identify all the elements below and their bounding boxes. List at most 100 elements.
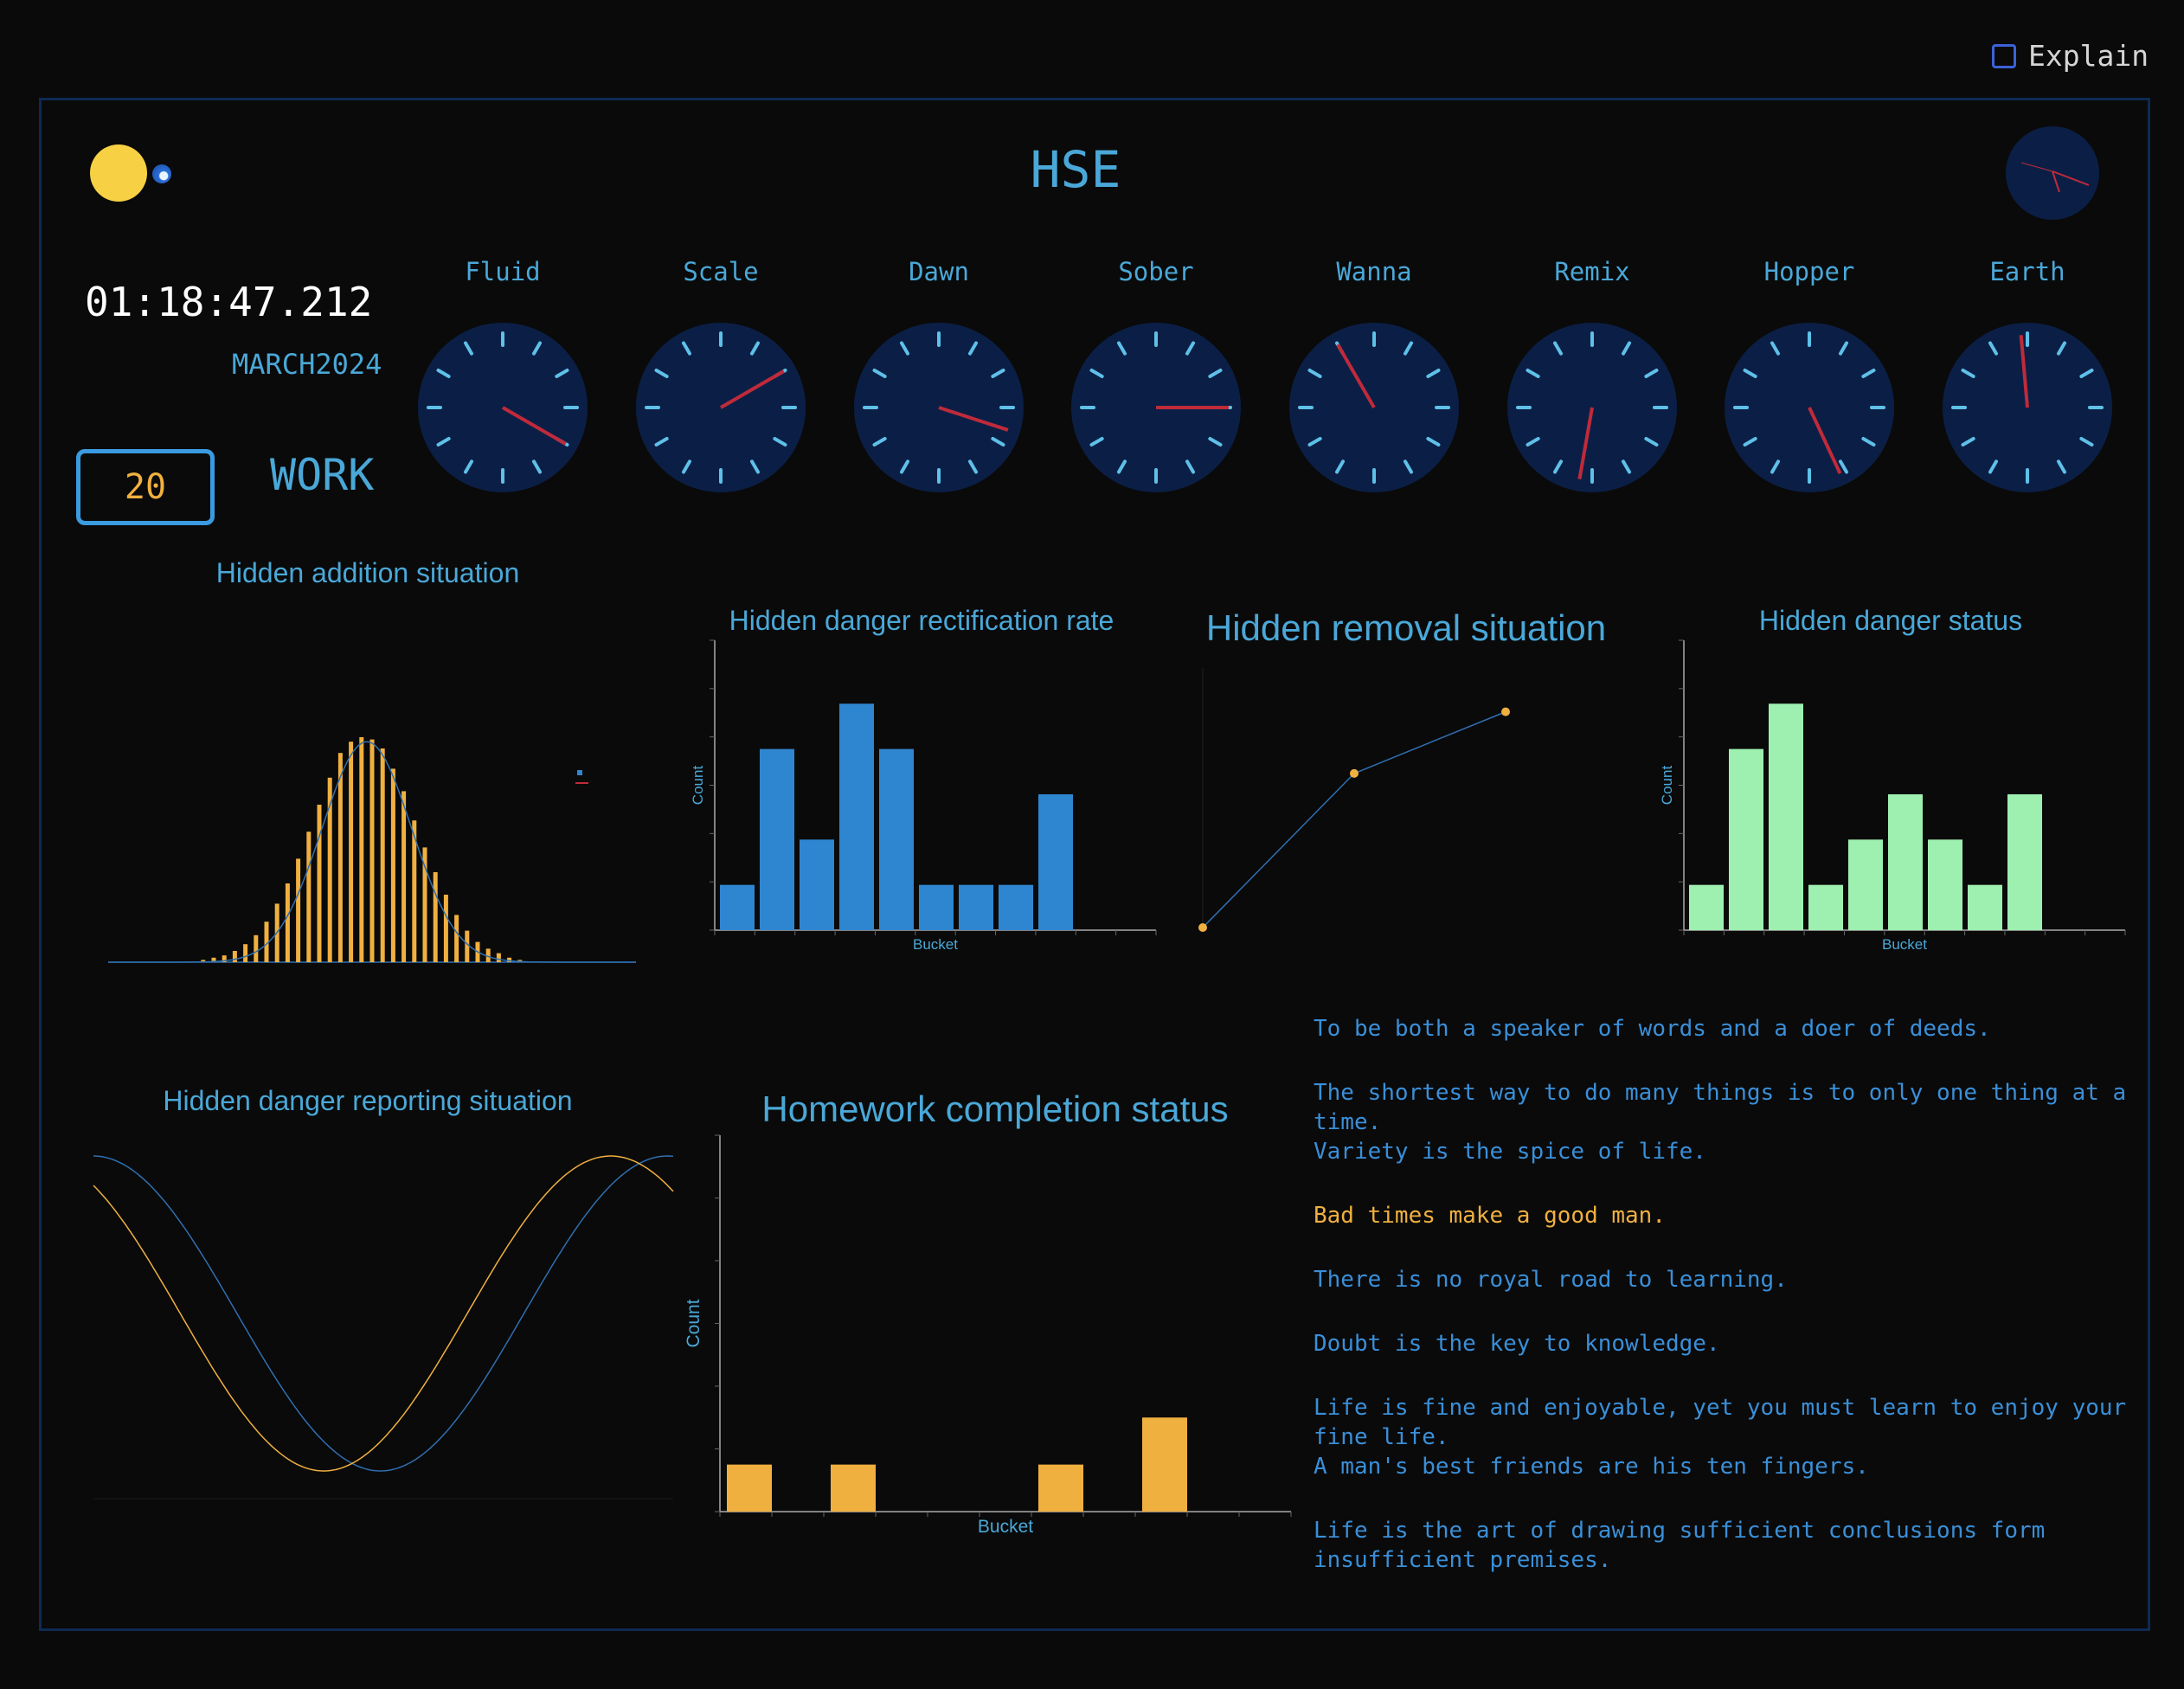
clock-hand (938, 406, 1009, 432)
clock-face (1943, 323, 2112, 492)
bar (1038, 1464, 1083, 1512)
counter-value: 20 (124, 467, 167, 507)
clock-face (1289, 323, 1459, 492)
bar (496, 953, 501, 962)
bar (727, 1464, 772, 1512)
bar (1729, 748, 1763, 930)
clock-face (418, 323, 588, 492)
chart-title-homework: Homework completion status (761, 1089, 1229, 1129)
clock-label: Remix (1554, 257, 1630, 286)
chart-title-status: Hidden danger status (1758, 605, 2023, 636)
clock-label: Sober (1118, 257, 1194, 286)
explain-checkbox[interactable] (1992, 43, 2016, 68)
series-line (1202, 710, 1506, 928)
series-line (93, 1155, 674, 1472)
bar (839, 703, 874, 930)
clock-label: Wanna (1336, 257, 1412, 286)
bar (465, 930, 470, 962)
clock-fluid: Fluid (416, 257, 589, 498)
addition-chart (108, 737, 636, 963)
clock-label: Dawn (909, 257, 969, 286)
y-axis-label: Count (690, 766, 706, 806)
counter-box[interactable]: 20 (76, 449, 215, 525)
clock-earth: Earth (1941, 257, 2114, 498)
bar (211, 957, 216, 962)
y-axis-label: Count (1659, 766, 1675, 806)
clock-scale: Scale (634, 257, 807, 498)
bar (254, 934, 259, 962)
current-time: 01:18:47.212 (85, 279, 373, 325)
clock-label: Scale (683, 257, 759, 286)
rectification-chart: Bucket Count (690, 639, 1157, 953)
chart-title-addition: Hidden addition situation (215, 557, 520, 588)
clock-hand (502, 406, 567, 446)
bar (337, 753, 343, 962)
clock-face (1071, 323, 1241, 492)
clock-remix: Remix (1506, 257, 1679, 498)
dashboard-frame (39, 98, 2150, 1631)
bar (443, 895, 448, 962)
data-point (1350, 768, 1359, 778)
x-axis-label: Bucket (913, 936, 958, 953)
clock-label: Fluid (465, 257, 541, 286)
bar (349, 742, 354, 962)
status-chart: Bucket Count (1659, 639, 2126, 953)
sun-icon (90, 144, 147, 202)
clock-face (1725, 323, 1894, 492)
bar (422, 847, 427, 962)
bar (720, 884, 755, 930)
clock-hand (1808, 407, 1842, 474)
bar (296, 858, 301, 962)
clock-face (636, 323, 806, 492)
chart-title-rectification: Hidden danger rectification rate (729, 605, 1114, 636)
quote-text: The shortest way to do many things is to… (1314, 1080, 2127, 1135)
bar (831, 1464, 876, 1512)
bar (507, 957, 512, 962)
bar (359, 737, 364, 962)
bar (1848, 839, 1883, 930)
quote-text: Doubt is the key to knowledge. (1314, 1331, 1720, 1357)
explain-label: Explain (2028, 39, 2149, 73)
bar (327, 777, 332, 962)
bar (222, 955, 227, 962)
clock-hopper: Hopper (1723, 257, 1896, 498)
clock-hand (1336, 344, 1376, 409)
density-curve (108, 741, 636, 963)
bar (1808, 884, 1843, 930)
bar (232, 951, 237, 962)
clock-label: Hopper (1763, 257, 1855, 286)
bar (760, 748, 794, 930)
bar (264, 922, 269, 962)
quote-text: Life is the art of drawing sufficient co… (1314, 1518, 2046, 1573)
bar (2007, 793, 2042, 930)
removal-chart (1198, 668, 1510, 932)
x-axis-label: Bucket (978, 1517, 1033, 1537)
y-axis-label: Count (684, 1299, 703, 1347)
quote-text: To be both a speaker of words and a doer… (1314, 1016, 1991, 1042)
clock-hand (1577, 407, 1594, 480)
explain-toggle[interactable]: Explain (1992, 39, 2149, 73)
bar (999, 884, 1033, 930)
bar (433, 872, 438, 962)
page-title: HSE (1030, 140, 1121, 199)
bar (1928, 839, 1962, 930)
series-line (93, 1155, 674, 1472)
quote-text: A man's best friends are his ten fingers… (1314, 1454, 1869, 1480)
clock-wanna: Wanna (1288, 257, 1461, 498)
bar (1888, 793, 1923, 930)
clock-label: Earth (1989, 257, 2065, 286)
bar (369, 739, 375, 962)
bar (390, 768, 395, 962)
clock-face (1507, 323, 1677, 492)
mode-label: WORK (270, 450, 375, 500)
bar (1142, 1417, 1187, 1512)
quotes-panel: To be both a speaker of words and a doer… (1314, 1014, 2127, 1575)
bar (1968, 884, 2002, 930)
bar (1038, 793, 1073, 930)
bar (285, 883, 290, 962)
bar (879, 748, 914, 930)
clock-hand (2019, 335, 2029, 408)
bar (412, 820, 417, 962)
quote-text: Variety is the spice of life. (1314, 1139, 1706, 1165)
bar (401, 791, 407, 962)
